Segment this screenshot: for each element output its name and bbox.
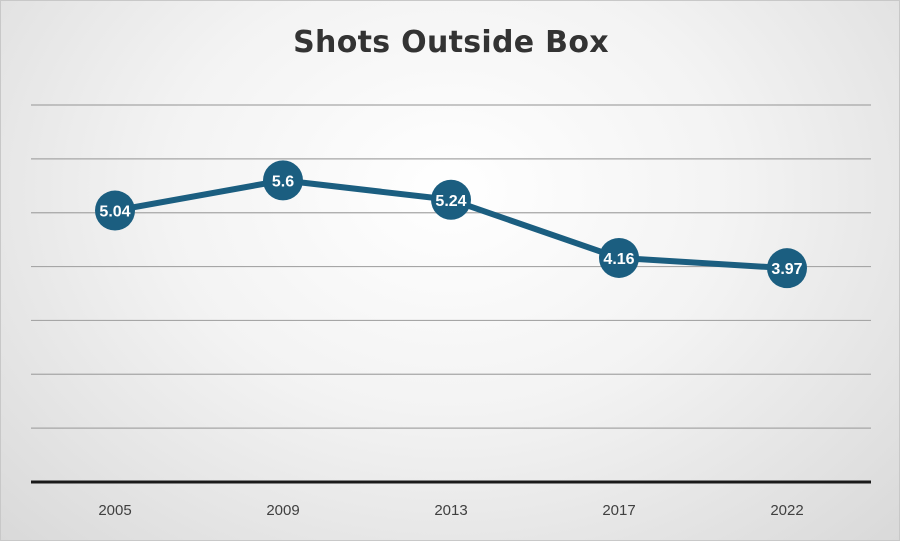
x-tick-label: 2005: [98, 502, 131, 519]
data-label: 5.24: [435, 193, 466, 210]
chart-title: Shots Outside Box: [293, 25, 609, 60]
x-tick-labels: 2005 2009 2013 2017 2022: [98, 502, 803, 519]
x-tick-label: 2022: [770, 502, 803, 519]
data-point: [431, 179, 471, 220]
data-label: 3.97: [771, 261, 802, 278]
series: 5.04 5.6 5.24 4.16 3.97: [95, 160, 807, 289]
data-point: [263, 160, 303, 201]
data-point: [767, 248, 807, 289]
data-point: [599, 237, 639, 278]
data-label: 5.04: [99, 204, 130, 221]
data-label: 5.6: [272, 173, 294, 190]
x-tick-label: 2009: [266, 502, 299, 519]
x-tick-label: 2013: [434, 502, 467, 519]
x-tick-label: 2017: [602, 502, 635, 519]
gridlines: [31, 104, 871, 429]
data-point: [95, 190, 135, 231]
data-label: 4.16: [603, 251, 634, 268]
